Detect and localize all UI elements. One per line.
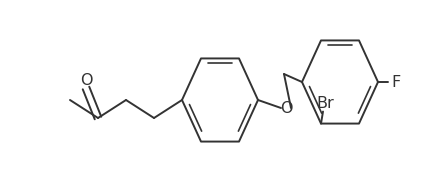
Text: O: O [280,100,292,115]
Text: O: O [80,73,92,88]
Text: F: F [391,75,401,90]
Text: Br: Br [316,96,334,111]
